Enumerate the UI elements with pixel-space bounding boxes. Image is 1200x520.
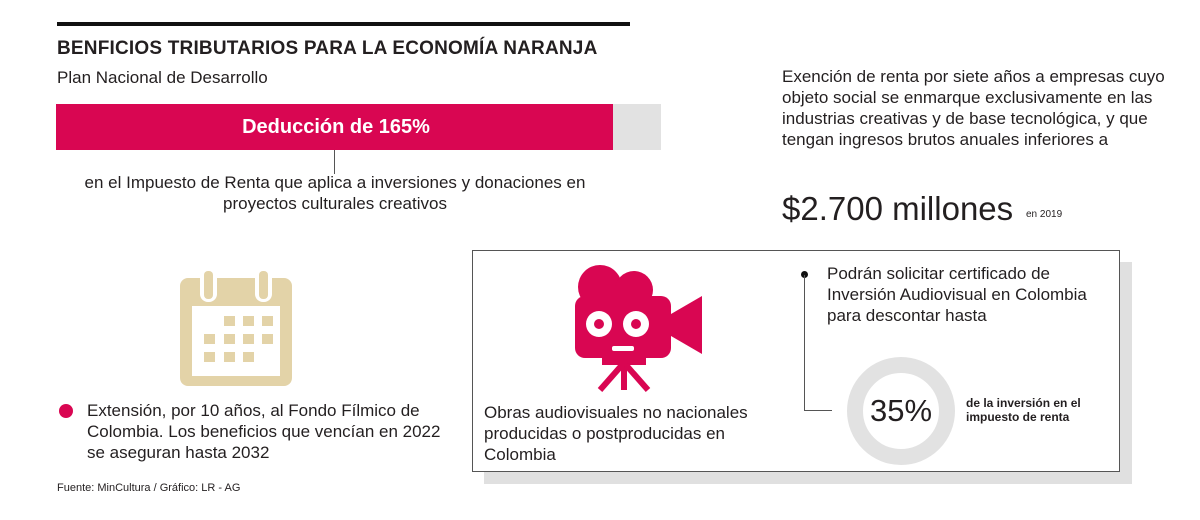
deduction-description: en el Impuesto de Renta que aplica a inv… [84, 173, 586, 213]
certificate-bullet [801, 271, 808, 278]
exemption-amount-note: en 2019 [1026, 209, 1063, 220]
movie-camera-icon [575, 265, 702, 392]
film-fund-bullet [59, 404, 73, 418]
film-fund-text: Extensión, por 10 años, al Fondo Fílmico… [87, 401, 441, 462]
exemption-description: Exención de renta por siete años a empre… [782, 67, 1165, 149]
donut-track [847, 357, 955, 465]
page-title: BENFICIOS TRIBUTARIOS PARA LA ECONOMÍA N… [57, 38, 598, 59]
certificate-text: Podrán solicitar certificado de Inversió… [827, 264, 1087, 325]
certificate-connector-line [804, 275, 832, 411]
deduction-label: Deducción de 165% [242, 116, 430, 138]
percentage-value: 35% [869, 393, 933, 428]
deduction-pointer-line [334, 150, 335, 174]
percentage-note: de la inversión en el impuesto de renta [966, 396, 1081, 424]
exemption-amount: $2.700 millones [782, 190, 1014, 227]
source-credit: Fuente: MinCultura / Gráfico: LR - AG [57, 482, 241, 494]
page-subtitle: Plan Nacional de Desarrollo [57, 68, 268, 87]
calendar-icon [180, 268, 292, 386]
deduction-bar-fill [56, 104, 613, 150]
percentage-donut [847, 357, 955, 465]
audiovisual-works-text: Obras audiovisuales no nacionales produc… [484, 403, 748, 464]
top-rule [57, 22, 630, 26]
